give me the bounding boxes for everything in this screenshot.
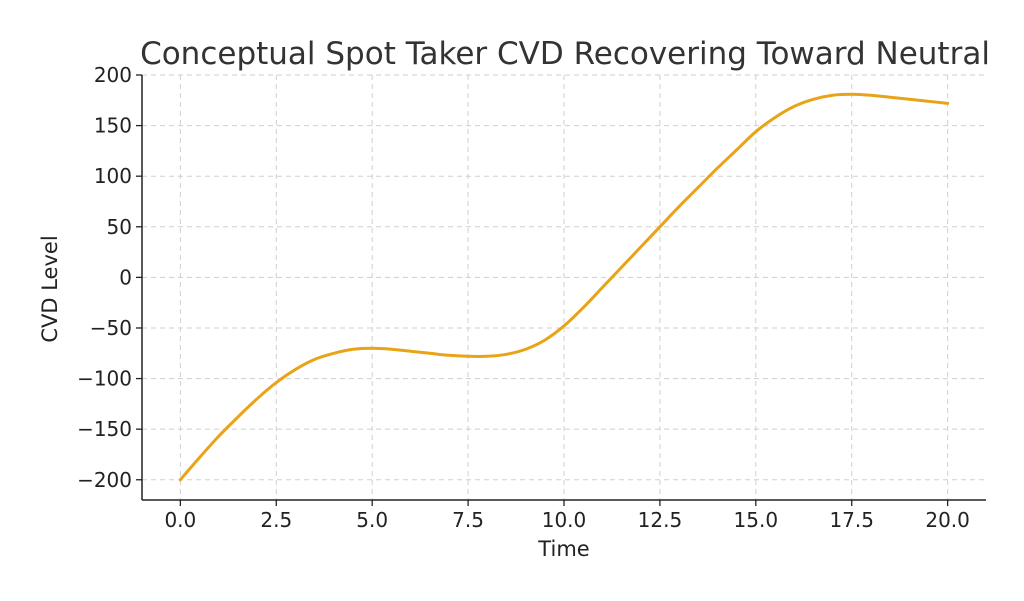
x-tick-label: 20.0	[925, 508, 970, 532]
y-tick-label: −50	[90, 316, 132, 340]
x-ticks: 0.0 2.5 5.0 7.5 10.0 12.5 15.0 17.5 20.0	[164, 500, 970, 532]
y-tick-label: 200	[94, 63, 132, 87]
x-tick-label: 10.0	[542, 508, 587, 532]
y-tick-label: −100	[77, 367, 132, 391]
y-axis-label: CVD Level	[38, 235, 62, 342]
x-tick-label: 2.5	[260, 508, 292, 532]
grid	[142, 74, 986, 500]
y-tick-label: 150	[94, 114, 132, 138]
x-tick-label: 17.5	[829, 508, 874, 532]
y-tick-label: 50	[107, 215, 132, 239]
x-axis-label: Time	[537, 537, 589, 561]
series-line	[178, 92, 950, 482]
y-tick-label: 100	[94, 164, 132, 188]
y-tick-label: −150	[77, 417, 132, 441]
y-tick-label: 0	[119, 265, 132, 289]
chart-title: Conceptual Spot Taker CVD Recovering Tow…	[140, 36, 990, 72]
x-tick-label: 12.5	[638, 508, 683, 532]
plot-area	[178, 92, 950, 482]
y-ticks: −200 −150 −100 −50 0 50 100 150 200	[77, 63, 142, 492]
x-tick-label: 7.5	[452, 508, 484, 532]
x-tick-label: 5.0	[356, 508, 388, 532]
x-tick-label: 15.0	[734, 508, 779, 532]
y-tick-label: −200	[77, 468, 132, 492]
x-tick-label: 0.0	[164, 508, 196, 532]
